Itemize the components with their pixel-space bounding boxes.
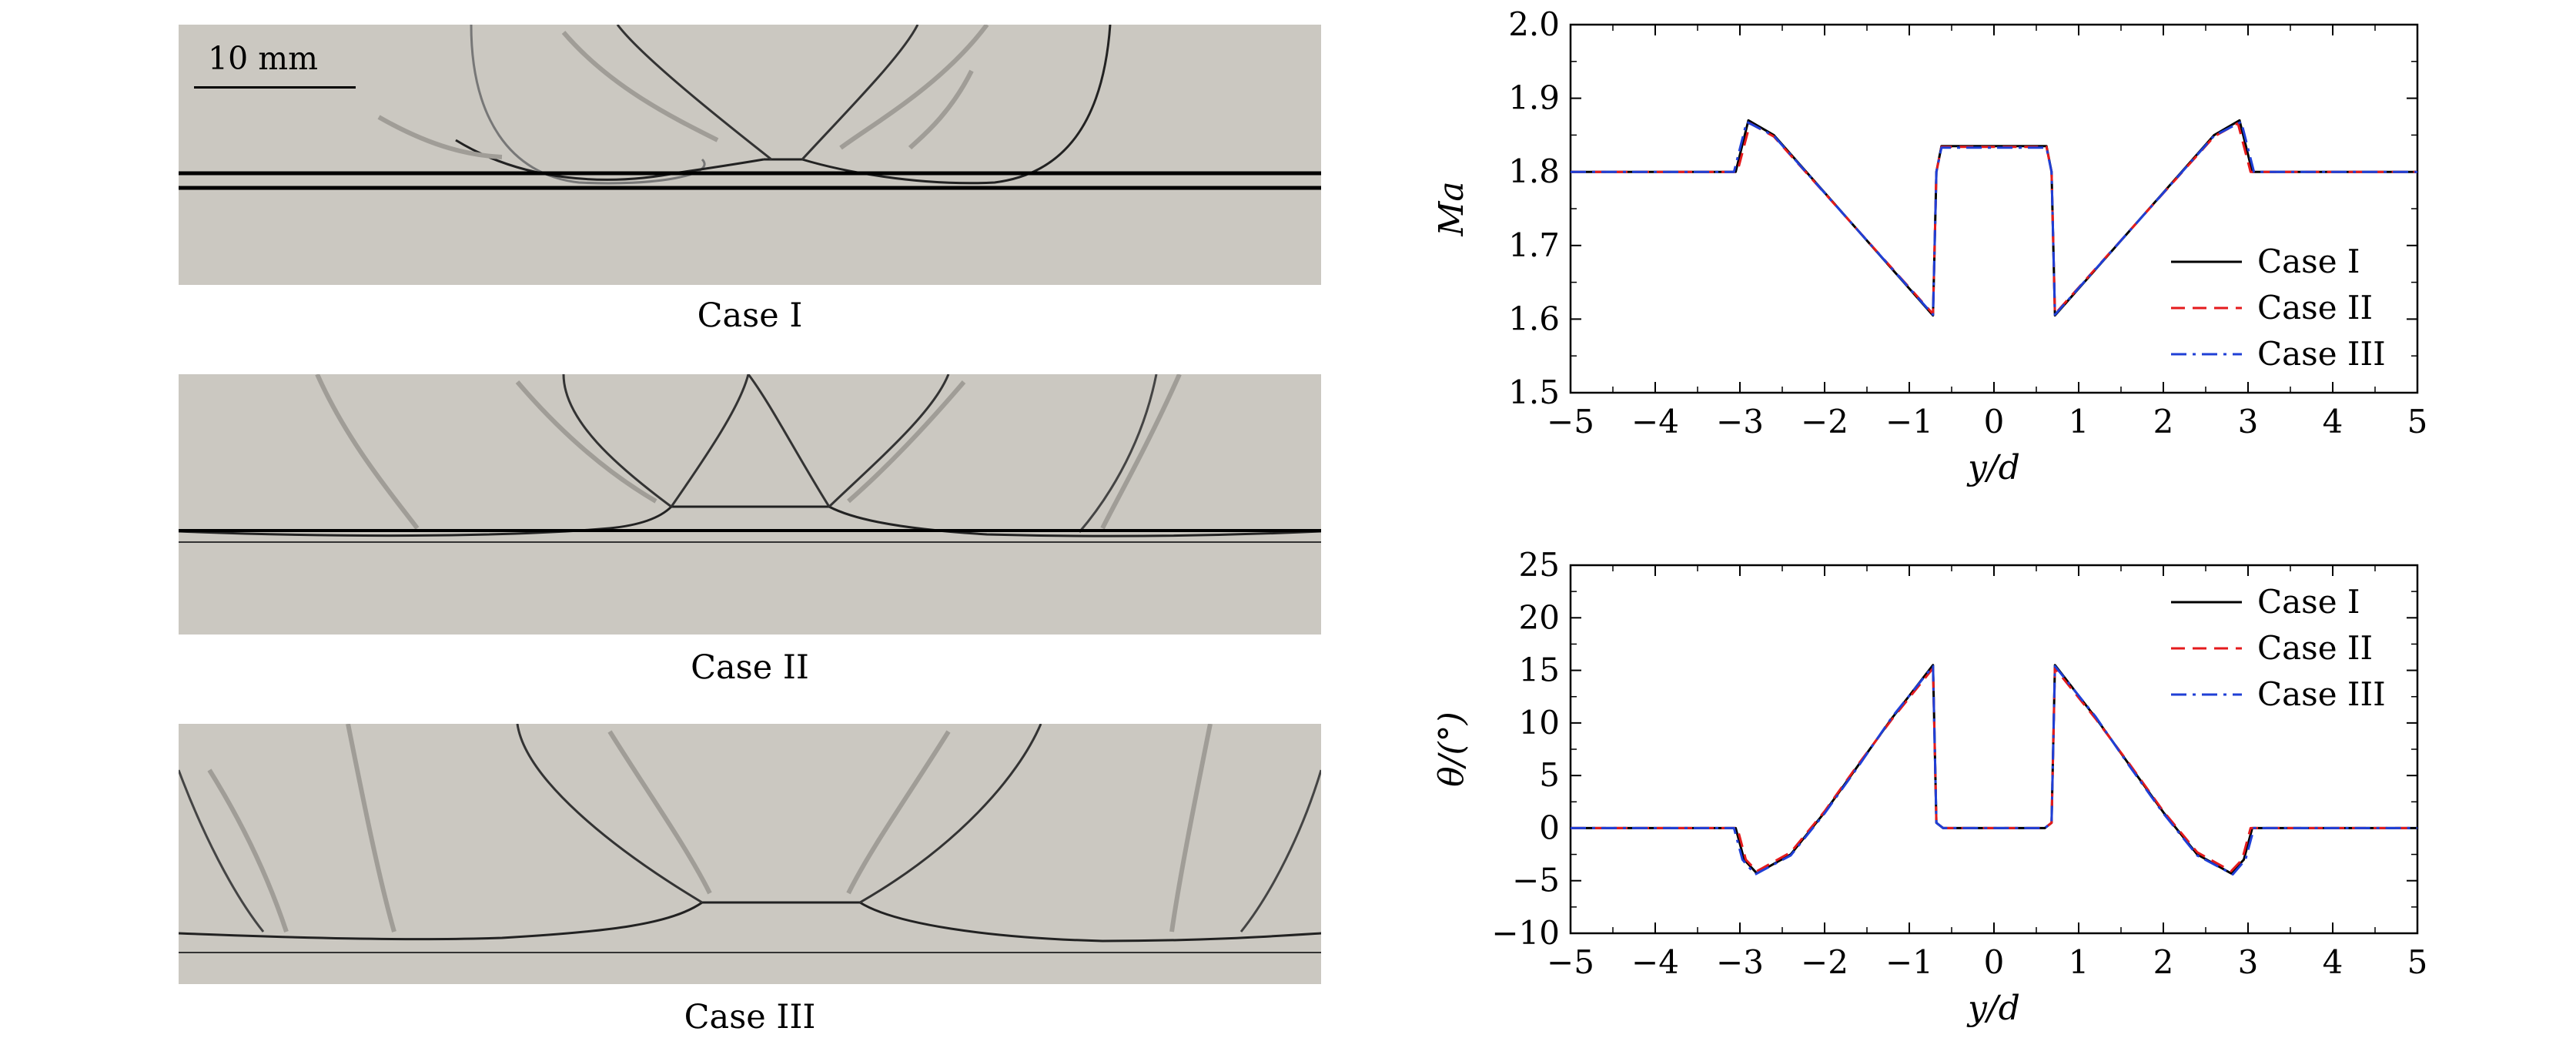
x-tick-label: −2	[1801, 943, 1848, 981]
legend-label-3: Case III	[2257, 675, 2386, 713]
x-tick-label: 2	[2153, 943, 2174, 981]
x-tick-label: −4	[1631, 403, 1679, 440]
caption-case-2: Case II	[691, 648, 809, 687]
y-tick-label: 20	[1519, 598, 1560, 636]
x-tick-label: −5	[1547, 403, 1594, 440]
x-tick-label: 4	[2323, 403, 2343, 440]
schlieren-case-1: 10 mm	[179, 25, 1321, 285]
scale-bar-label: 10 mm	[208, 40, 318, 77]
x-tick-label: −5	[1547, 943, 1594, 981]
y-tick-label: 2.0	[1508, 5, 1560, 43]
y-tick-label: 1.5	[1508, 373, 1560, 411]
y-tick-label: 1.9	[1508, 79, 1560, 117]
y-tick-label: 10	[1519, 704, 1560, 742]
scale-bar	[194, 86, 356, 89]
legend-label-2: Case II	[2257, 289, 2373, 326]
series-line-2	[1571, 122, 2417, 316]
legend-label-1: Case I	[2257, 583, 2360, 621]
y-tick-label: 0	[1539, 809, 1560, 846]
y-tick-label: −10	[1491, 914, 1560, 952]
x-tick-label: −1	[1885, 403, 1933, 440]
y-tick-label: 15	[1519, 651, 1560, 689]
shock-pattern-case-1	[179, 25, 1321, 190]
shock-pattern-case-2	[179, 374, 1321, 543]
x-tick-label: −3	[1716, 943, 1764, 981]
y-tick-label: 1.8	[1508, 152, 1560, 190]
series-line-3	[1571, 120, 2417, 316]
x-tick-label: 0	[1984, 403, 2005, 440]
x-axis-label: y/d	[1966, 448, 2020, 487]
series-line-1	[1571, 119, 2417, 317]
schlieren-case-3	[179, 724, 1321, 984]
x-tick-label: −1	[1885, 943, 1933, 981]
x-tick-label: 1	[2069, 943, 2089, 981]
x-tick-label: 2	[2153, 403, 2174, 440]
shock-pattern-case-3	[179, 724, 1321, 953]
caption-case-3: Case III	[684, 998, 816, 1036]
caption-case-1: Case I	[697, 296, 803, 335]
x-tick-label: 5	[2407, 403, 2428, 440]
y-tick-label: 25	[1519, 546, 1560, 584]
legend-label-2: Case II	[2257, 629, 2373, 667]
y-tick-label: 1.7	[1508, 226, 1560, 264]
y-tick-label: 5	[1539, 756, 1560, 794]
x-tick-label: 3	[2238, 943, 2259, 981]
chart-theta: −5 −4 −3 −2 −1 0 1 2 3 4 5−10−50510152025y/dθ/(°)C…	[1432, 546, 2428, 1028]
schlieren-case-2	[179, 374, 1321, 635]
chart-mach: −5 −4 −3 −2 −1 0 1 2 3 4 5 1.5 1.6 1.7 1.8 1.9 2.0 y/d Ma C…	[1432, 5, 2428, 487]
y-tick-label: −5	[1512, 862, 1560, 899]
x-tick-label: 5	[2407, 943, 2428, 981]
x-tick-label: −4	[1631, 943, 1679, 981]
legend-label-1: Case I	[2257, 243, 2360, 280]
x-tick-label: 1	[2069, 403, 2089, 440]
x-tick-label: 4	[2323, 943, 2343, 981]
x-tick-label: −3	[1716, 403, 1764, 440]
y-axis-label: Ma	[1432, 181, 1471, 236]
x-tick-label: 3	[2238, 403, 2259, 440]
x-tick-label: −2	[1801, 403, 1848, 440]
y-tick-label: 1.6	[1508, 300, 1560, 337]
y-axis-label: θ/(°)	[1432, 712, 1471, 787]
x-tick-label: 0	[1984, 943, 2005, 981]
series-line-3	[1571, 665, 2417, 876]
x-axis-label: y/d	[1966, 989, 2020, 1028]
legend-label-3: Case III	[2257, 335, 2386, 373]
